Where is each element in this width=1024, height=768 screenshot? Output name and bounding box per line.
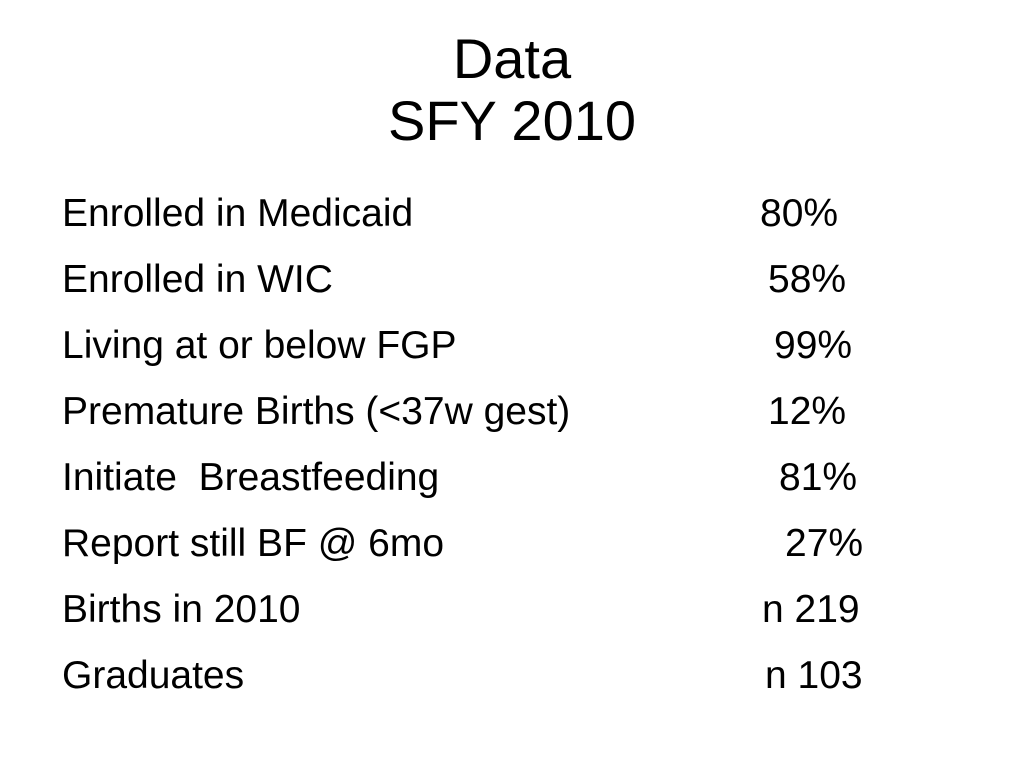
data-row-breastfeeding: Initiate Breastfeeding 81%: [0, 448, 1024, 508]
row-label: Initiate Breastfeeding: [62, 456, 440, 499]
data-row-bf-6mo: Report still BF @ 6mo 27%: [0, 514, 1024, 574]
row-value: 27%: [785, 522, 864, 565]
row-label: Report still BF @ 6mo: [62, 522, 445, 565]
row-value: 12%: [768, 390, 847, 433]
row-value: n 219: [762, 588, 860, 631]
row-value: 80%: [760, 192, 839, 235]
data-row-fgp: Living at or below FGP 99%: [0, 316, 1024, 376]
row-label: Births in 2010: [62, 588, 301, 631]
row-label: Premature Births (<37w gest): [62, 390, 571, 433]
title-line-1: Data: [452, 27, 572, 90]
data-row-wic: Enrolled in WIC 58%: [0, 250, 1024, 310]
row-value: n 103: [765, 654, 863, 697]
row-label: Enrolled in WIC: [62, 258, 333, 301]
row-label: Living at or below FGP: [62, 324, 457, 367]
data-row-births: Births in 2010 n 219: [0, 580, 1024, 640]
row-label: Enrolled in Medicaid: [62, 192, 414, 235]
data-row-premature: Premature Births (<37w gest) 12%: [0, 382, 1024, 442]
data-row-medicaid: Enrolled in Medicaid 80%: [0, 184, 1024, 244]
data-row-graduates: Graduates n 103: [0, 646, 1024, 706]
row-value: 81%: [779, 456, 858, 499]
row-value: 99%: [774, 324, 853, 367]
slide-title: Data SFY 2010: [0, 28, 1024, 152]
row-value: 58%: [768, 258, 847, 301]
row-label: Graduates: [62, 654, 245, 697]
title-line-2: SFY 2010: [387, 89, 637, 152]
